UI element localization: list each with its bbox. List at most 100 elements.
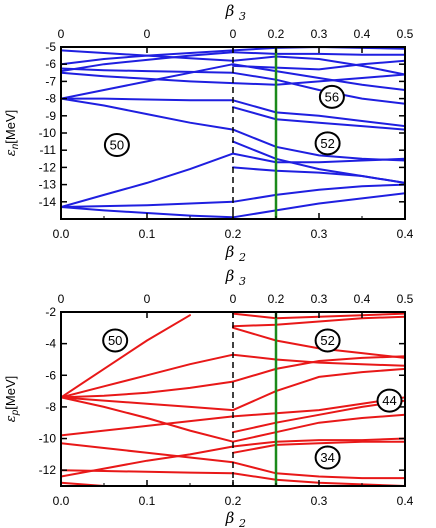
bottom-series-line-16 [232,396,405,418]
bottom-top-xtick-label-4: 0.3 [311,292,328,306]
bottom-xtick-label-2: 0.2 [225,494,242,508]
top-xlabel-sub: 2 [238,251,246,264]
bottom-series-line-20 [232,440,405,454]
top-xtick-label-4: 0.4 [397,227,414,241]
top-series-line-25 [232,192,405,219]
top-series-line-7 [61,97,234,131]
top-series-line-22 [232,152,405,164]
bottom-annotation-circle-3 [314,445,341,470]
bottom-ylabel: εp[MeV] [3,376,21,423]
bottom-xtick-label-3: 0.3 [311,494,328,508]
bottom-series-line-13 [232,353,405,367]
top-series-line-2 [61,67,234,74]
top-series-line-8 [61,152,234,208]
top-ytick-label-1: -6 [45,57,56,71]
bottom-series-line-21 [232,461,405,480]
top-xtick-label-0: 0.0 [53,227,70,241]
bottom-annotation-label-3: 34 [320,450,334,465]
bottom-top-xtick-label-5: 0.4 [354,292,371,306]
top-ytick-label-3: -8 [45,92,56,106]
bottom-xtick-label-1: 0.1 [139,494,156,508]
top-series-line-17 [232,73,405,86]
top-series-line-13 [232,55,405,76]
top-series-line-4 [61,71,234,85]
bottom-ytick-label-2: -6 [45,368,56,382]
top-series-line-18 [232,99,405,128]
top-annotation-label-1: 56 [325,89,339,104]
top-ytick-label-2: -7 [45,74,56,88]
bottom-xtick-label-4: 0.4 [397,494,414,508]
top-annotation-circle-0 [103,133,130,158]
bottom-top-xlabel-sub: 3 [239,275,246,288]
top-ytick-label-0: -5 [45,40,56,54]
bottom-series-line-1 [61,353,234,399]
bottom-ytick-label-5: -12 [39,463,57,477]
top-xtick-label-1: 0.1 [139,227,156,241]
bottom-ytick-label-1: -4 [45,337,56,351]
bottom-series-line-8 [61,445,234,478]
top-top-xlabel-main: β [225,2,235,20]
top-top-xtick-label-1: 0 [144,27,151,41]
bottom-annotation-circle-1 [314,328,341,353]
top-annotation-circle-2 [314,131,341,156]
bottom-top-xtick-label-0: 0 [58,292,65,306]
top-top-xlabel-sub: 3 [239,10,246,23]
top-top-xtick-label-5: 0.4 [354,27,371,41]
top-series-line-6 [61,97,234,102]
top-xlabel-main: β [225,243,235,261]
bottom-series-line-18 [232,413,405,443]
top-series-line-3 [61,51,234,73]
bottom-annotation-circle-2 [376,388,403,413]
top-ytick-label-4: -9 [45,109,56,123]
top-top-xtick-label-2: 0 [230,27,237,41]
bottom-xtick-label-0: 0.0 [53,494,70,508]
bottom-top-xtick-label-1: 0 [144,292,151,306]
bottom-series-line-3 [61,396,234,412]
top-series-line-9 [61,200,234,208]
bottom-series-line-5 [61,415,234,437]
top-series-line-16 [232,71,405,105]
bottom-top-xtick-label-3: 0.2 [268,292,285,306]
bottom-series-line-11 [232,315,405,328]
top-ylabel: εn[MeV] [3,110,21,157]
top-ytick-label-6: -11 [40,143,57,157]
bottom-annotation-label-1: 52 [320,333,334,348]
bottom-series-line-2 [61,380,234,399]
bottom-ytick-label-0: -2 [45,305,56,319]
top-series-line-1 [61,49,234,66]
bottom-series-line-4 [61,396,234,443]
top-series-line-5 [61,63,234,100]
bottom-annotation-label-2: 44 [382,393,396,408]
bottom-series-line-0 [61,314,191,399]
bottom-xlabel-sub: 2 [238,517,246,528]
bottom-series-line-14 [232,355,405,383]
bottom-annotation-label-0: 50 [108,333,122,348]
top-top-xtick-label-0: 0 [58,27,65,41]
top-xtick-label-3: 0.3 [311,227,328,241]
top-series-line-14 [232,63,405,91]
top-top-xtick-label-4: 0.3 [311,27,328,41]
top-ytick-label-7: -12 [39,160,57,174]
bottom-series-line-17 [232,399,405,434]
top-series-line-12 [232,51,405,56]
bottom-top-xlabel-main: β [225,267,235,285]
bottom-series-line-6 [61,442,234,464]
top-xtick-label-2: 0.2 [225,227,242,241]
top-ytick-label-8: -13 [39,178,57,192]
bottom-series-line-19 [232,437,405,448]
top-series-line-15 [232,59,405,71]
top-series-line-23 [232,166,405,184]
bottom-series-line-9 [61,481,115,486]
bottom-top-xtick-label-2: 0 [230,292,237,306]
top-annotation-label-0: 50 [110,138,124,153]
top-top-xtick-label-6: 0.5 [397,27,414,41]
top-series-line-19 [232,106,405,131]
bottom-annotation-circle-0 [102,328,129,353]
top-series-line-11 [232,47,405,52]
bottom-top-xtick-label-6: 0.5 [397,292,414,306]
bottom-ytick-label-3: -8 [45,400,56,414]
bottom-ytick-label-4: -10 [39,432,57,446]
top-annotation-circle-1 [318,84,345,109]
top-series-line-24 [232,183,405,203]
